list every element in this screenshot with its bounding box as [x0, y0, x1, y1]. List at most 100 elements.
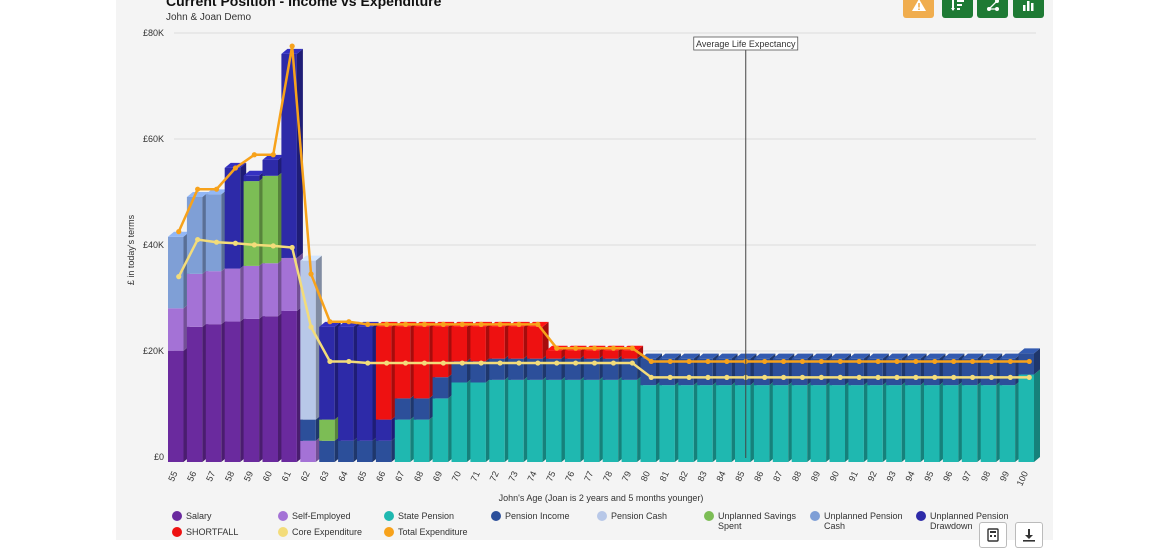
x-tick-label: 63: [317, 470, 330, 483]
bar-segment: [999, 380, 1022, 462]
bar-face: [186, 326, 203, 462]
line-point: [799, 358, 806, 365]
bar-face: [546, 350, 562, 359]
bar-face: [338, 440, 354, 462]
bar-segment: [394, 321, 417, 399]
bar-top: [659, 353, 681, 359]
x-tick-label: 60: [261, 470, 274, 483]
bar-face: [243, 265, 260, 319]
bar-face: [583, 350, 600, 359]
line-point: [686, 374, 692, 380]
line-point: [365, 360, 371, 366]
legend-swatch: [597, 511, 607, 521]
line-point: [554, 345, 560, 351]
legend-item[interactable]: Core Expenditure: [278, 527, 384, 537]
legend-label: State Pension: [398, 511, 455, 521]
bar-face: [640, 385, 656, 462]
legend-item[interactable]: SHORTFALL: [172, 527, 278, 537]
line-point: [667, 358, 673, 365]
line-point: [402, 321, 409, 327]
bar-segment: [413, 414, 436, 462]
legend-item[interactable]: Pension Cash: [597, 511, 703, 521]
bar-segment: [961, 380, 984, 462]
line-point: [818, 374, 824, 380]
bar-face: [262, 159, 278, 176]
calculator-button[interactable]: [979, 522, 1007, 548]
legend-item[interactable]: Unplanned Pension Cash: [810, 511, 916, 531]
legend-item[interactable]: Salary: [172, 511, 278, 521]
line-point: [365, 321, 371, 327]
bar-face: [451, 382, 467, 462]
bar-segment: [527, 374, 549, 462]
x-tick-label: 92: [866, 470, 879, 483]
bar-segment: [527, 321, 549, 359]
bar-segment: [413, 321, 436, 399]
bar-face: [205, 271, 222, 325]
legend-item[interactable]: Unplanned Savings Spent: [704, 511, 810, 531]
bar-face: [262, 175, 278, 264]
bar-segment: [489, 321, 511, 359]
legend-item[interactable]: Total Expenditure: [384, 527, 490, 537]
legend-item[interactable]: Pension Income: [491, 511, 597, 521]
line-point: [667, 374, 673, 380]
line-point: [1026, 358, 1032, 365]
line-point: [1007, 374, 1013, 380]
x-tick-label: 59: [242, 470, 255, 483]
x-tick-label: 86: [752, 470, 765, 483]
bar-segment: [262, 170, 284, 264]
x-tick-label: 55: [166, 470, 179, 483]
bar-segment: [168, 303, 190, 351]
x-tick-label: 80: [639, 470, 652, 483]
x-tick-label: 88: [790, 470, 803, 483]
bar-segment: [451, 377, 473, 462]
x-tick-label: 73: [506, 470, 519, 483]
line-point: [459, 321, 465, 327]
x-tick-label: 91: [847, 470, 860, 483]
legend-swatch: [278, 511, 288, 521]
bar-face: [621, 350, 638, 359]
bar-face: [489, 379, 505, 462]
network-button[interactable]: [977, 0, 1008, 18]
bar-top: [867, 353, 889, 359]
line-point: [705, 374, 711, 380]
legend-item[interactable]: Unplanned Pension Drawdown: [916, 511, 1022, 531]
line-point: [837, 358, 843, 365]
bar-face: [243, 175, 260, 182]
bar-face: [753, 385, 770, 462]
bar-segment: [186, 321, 209, 462]
bar-segment: [886, 380, 908, 462]
bar-segment: [281, 305, 303, 462]
bar-segment: [546, 374, 568, 462]
line-point: [875, 374, 881, 380]
bar-face: [1018, 353, 1034, 375]
bar-face: [319, 440, 335, 462]
bar-chart-button[interactable]: [1013, 0, 1044, 18]
bar-segment: [980, 380, 1003, 462]
line-point: [251, 242, 257, 248]
bar-segment: [243, 260, 266, 319]
bar-side: [1034, 369, 1040, 462]
warning-button[interactable]: [903, 0, 934, 18]
line-point: [232, 240, 239, 246]
x-tick-label: 58: [223, 470, 236, 483]
bar-segment: [262, 311, 284, 462]
sort-list-button[interactable]: [942, 0, 973, 18]
x-tick-label: 72: [488, 470, 501, 483]
bar-face: [829, 385, 845, 462]
line-point: [421, 321, 428, 327]
bar-segment: [243, 313, 266, 462]
bar-top: [961, 353, 984, 359]
line-point: [516, 321, 522, 327]
legend-item[interactable]: Self-Employed: [278, 511, 384, 521]
bar-segment: [489, 374, 511, 462]
line-point: [213, 239, 220, 245]
bar-face: [168, 236, 184, 309]
bar-face: [319, 326, 335, 420]
bar-top: [942, 353, 965, 359]
bar-segment: [772, 380, 795, 462]
legend-item[interactable]: State Pension: [384, 511, 490, 521]
download-button[interactable]: [1015, 522, 1043, 548]
line-point: [629, 360, 635, 366]
bar-segment: [621, 374, 644, 462]
bar-face: [1018, 374, 1034, 462]
